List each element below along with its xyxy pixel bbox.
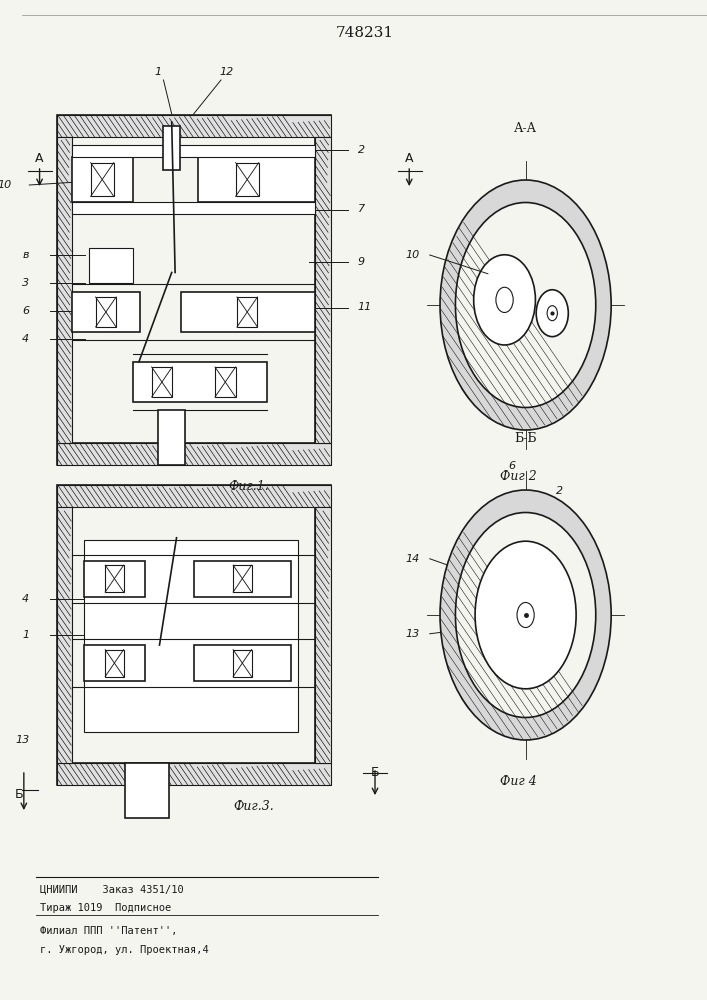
Polygon shape xyxy=(215,367,235,397)
Text: 1: 1 xyxy=(154,67,162,77)
Text: 3: 3 xyxy=(22,278,29,288)
Text: 13: 13 xyxy=(405,629,419,639)
Polygon shape xyxy=(84,561,145,597)
Polygon shape xyxy=(57,763,330,785)
Text: 7: 7 xyxy=(358,205,365,215)
Circle shape xyxy=(455,202,596,408)
Circle shape xyxy=(517,602,534,628)
Text: 4: 4 xyxy=(22,334,29,344)
Text: ЦНИИПИ    Заказ 4351/10: ЦНИИПИ Заказ 4351/10 xyxy=(40,884,183,894)
Polygon shape xyxy=(57,507,71,763)
Text: 1: 1 xyxy=(22,630,29,640)
Polygon shape xyxy=(57,485,330,507)
Text: Б-Б: Б-Б xyxy=(514,432,537,445)
Text: А-А: А-А xyxy=(514,122,537,135)
Polygon shape xyxy=(237,297,257,327)
Polygon shape xyxy=(194,645,291,681)
Polygon shape xyxy=(71,202,315,214)
Polygon shape xyxy=(71,507,315,763)
Text: Фиг.3.: Фиг.3. xyxy=(233,800,274,814)
Text: А: А xyxy=(35,152,44,165)
Polygon shape xyxy=(71,145,315,157)
Polygon shape xyxy=(133,362,267,402)
Polygon shape xyxy=(182,292,315,332)
Polygon shape xyxy=(152,367,173,397)
Circle shape xyxy=(475,541,576,689)
Text: Фиг 4: Фиг 4 xyxy=(501,775,537,788)
Text: г. Ужгород, ул. Проектная,4: г. Ужгород, ул. Проектная,4 xyxy=(40,945,209,955)
Bar xyxy=(163,126,180,170)
Circle shape xyxy=(547,306,557,321)
Text: Фиг.1.: Фиг.1. xyxy=(228,481,269,493)
Circle shape xyxy=(474,255,535,345)
Text: 748231: 748231 xyxy=(336,26,394,40)
Text: 13: 13 xyxy=(15,735,29,745)
Text: 11: 11 xyxy=(358,302,372,312)
Circle shape xyxy=(440,490,611,740)
Polygon shape xyxy=(57,115,330,465)
Polygon shape xyxy=(158,410,185,465)
Polygon shape xyxy=(105,565,124,592)
Polygon shape xyxy=(95,297,116,327)
Text: Фиг 2: Фиг 2 xyxy=(501,470,537,483)
Polygon shape xyxy=(84,645,145,681)
Text: 9: 9 xyxy=(358,257,365,267)
Polygon shape xyxy=(233,565,252,592)
Text: 6: 6 xyxy=(508,461,515,471)
Polygon shape xyxy=(57,137,71,443)
Text: А: А xyxy=(405,152,414,165)
Polygon shape xyxy=(233,650,252,677)
Text: 10: 10 xyxy=(405,250,419,260)
Polygon shape xyxy=(90,163,114,196)
Text: Б: Б xyxy=(370,766,380,780)
Circle shape xyxy=(455,512,596,718)
Polygon shape xyxy=(199,157,315,202)
Text: Филиал ППП ''Патент'',: Филиал ППП ''Патент'', xyxy=(40,926,177,936)
Text: 2: 2 xyxy=(556,486,563,496)
Polygon shape xyxy=(125,763,169,818)
Circle shape xyxy=(496,287,513,313)
Text: 4: 4 xyxy=(22,594,29,604)
Polygon shape xyxy=(57,485,330,785)
Polygon shape xyxy=(71,292,140,332)
Text: 12: 12 xyxy=(219,67,233,77)
Polygon shape xyxy=(84,540,298,732)
Text: 6: 6 xyxy=(22,306,29,316)
Polygon shape xyxy=(315,507,330,763)
Polygon shape xyxy=(315,137,330,443)
Polygon shape xyxy=(105,650,124,677)
Polygon shape xyxy=(194,561,291,597)
Text: 10: 10 xyxy=(0,180,12,190)
Polygon shape xyxy=(57,115,330,137)
Polygon shape xyxy=(71,157,133,202)
Polygon shape xyxy=(71,137,315,443)
Text: в: в xyxy=(23,250,29,260)
Text: 2: 2 xyxy=(358,145,365,155)
Circle shape xyxy=(536,290,568,337)
Text: 14: 14 xyxy=(405,554,419,564)
Polygon shape xyxy=(89,248,133,283)
Polygon shape xyxy=(235,163,259,196)
Text: Б: Б xyxy=(16,788,24,802)
Circle shape xyxy=(440,180,611,430)
Text: Тираж 1019  Подписное: Тираж 1019 Подписное xyxy=(40,903,171,913)
Polygon shape xyxy=(57,443,330,465)
